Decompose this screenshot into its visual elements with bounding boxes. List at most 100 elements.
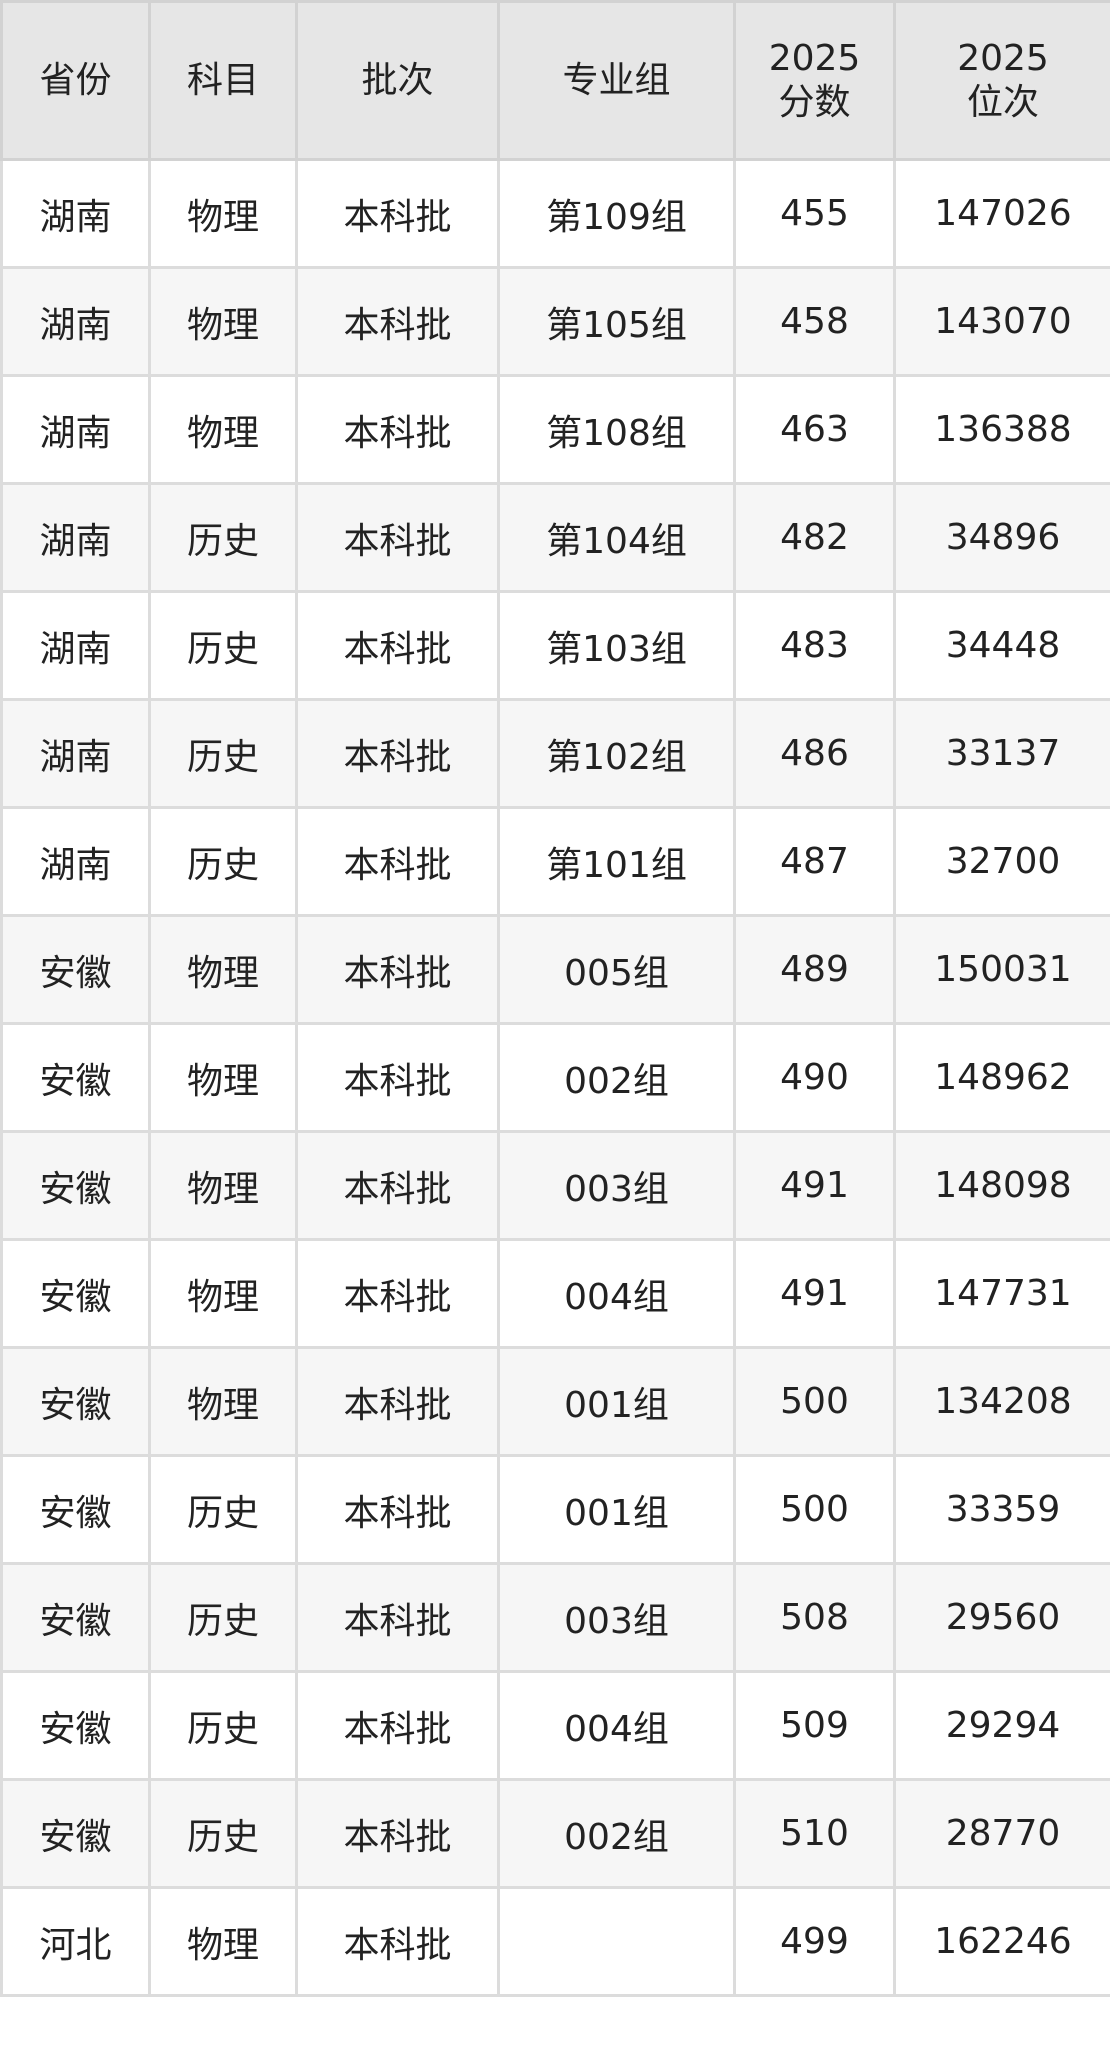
cell-rank-2025: 162246 <box>893 1886 1110 1997</box>
cell-batch: 本科批 <box>295 1238 500 1349</box>
cell-major-group: 005组 <box>497 914 736 1025</box>
cell-batch: 本科批 <box>295 914 500 1025</box>
cell-score-2025: 463 <box>733 374 896 485</box>
cell-batch: 本科批 <box>295 1022 500 1133</box>
header-batch: 批次 <box>295 0 500 161</box>
cell-major-group: 第103组 <box>497 590 736 701</box>
cell-batch: 本科批 <box>295 698 500 809</box>
cell-batch: 本科批 <box>295 1562 500 1673</box>
cell-subject: 历史 <box>148 482 298 593</box>
cell-batch: 本科批 <box>295 1886 500 1997</box>
cell-major-group: 004组 <box>497 1238 736 1349</box>
header-province: 省份 <box>0 0 151 161</box>
cell-score-2025: 491 <box>733 1238 896 1349</box>
cell-province: 安徽 <box>0 1778 151 1889</box>
cell-rank-2025: 34896 <box>893 482 1110 593</box>
table-row: 安徽 历史 本科批 003组 508 29560 <box>0 1562 1110 1673</box>
cell-score-2025: 509 <box>733 1670 896 1781</box>
cell-score-2025: 487 <box>733 806 896 917</box>
cell-score-2025: 499 <box>733 1886 896 1997</box>
table-row: 安徽 历史 本科批 001组 500 33359 <box>0 1454 1110 1565</box>
table-row: 湖南 历史 本科批 第102组 486 33137 <box>0 698 1110 809</box>
cell-rank-2025: 143070 <box>893 266 1110 377</box>
cell-subject: 历史 <box>148 1562 298 1673</box>
header-subject: 科目 <box>148 0 298 161</box>
cell-major-group <box>497 1886 736 1997</box>
cell-batch: 本科批 <box>295 158 500 269</box>
cell-rank-2025: 29560 <box>893 1562 1110 1673</box>
cell-batch: 本科批 <box>295 482 500 593</box>
cell-major-group: 第108组 <box>497 374 736 485</box>
cell-batch: 本科批 <box>295 1346 500 1457</box>
table-row: 安徽 物理 本科批 005组 489 150031 <box>0 914 1110 1025</box>
table-row: 湖南 物理 本科批 第108组 463 136388 <box>0 374 1110 485</box>
score-table: 省份 科目 批次 专业组 2025 分数 2025 位次 湖南 物理 本科批 第109组 455 1… <box>0 0 1110 1997</box>
cell-subject: 历史 <box>148 698 298 809</box>
cell-province: 安徽 <box>0 1022 151 1133</box>
table-row: 河北 物理 本科批 499 162246 <box>0 1886 1110 1997</box>
cell-province: 湖南 <box>0 266 151 377</box>
cell-rank-2025: 34448 <box>893 590 1110 701</box>
cell-subject: 物理 <box>148 1346 298 1457</box>
table-row: 安徽 历史 本科批 002组 510 28770 <box>0 1778 1110 1889</box>
cell-batch: 本科批 <box>295 266 500 377</box>
cell-rank-2025: 33137 <box>893 698 1110 809</box>
cell-rank-2025: 148962 <box>893 1022 1110 1133</box>
cell-subject: 物理 <box>148 1130 298 1241</box>
cell-score-2025: 489 <box>733 914 896 1025</box>
cell-rank-2025: 147731 <box>893 1238 1110 1349</box>
cell-score-2025: 455 <box>733 158 896 269</box>
cell-score-2025: 490 <box>733 1022 896 1133</box>
table-row: 安徽 物理 本科批 002组 490 148962 <box>0 1022 1110 1133</box>
cell-province: 湖南 <box>0 698 151 809</box>
cell-score-2025: 483 <box>733 590 896 701</box>
cell-subject: 物理 <box>148 914 298 1025</box>
cell-major-group: 第101组 <box>497 806 736 917</box>
cell-rank-2025: 32700 <box>893 806 1110 917</box>
table-row: 安徽 历史 本科批 004组 509 29294 <box>0 1670 1110 1781</box>
cell-rank-2025: 148098 <box>893 1130 1110 1241</box>
cell-subject: 物理 <box>148 1886 298 1997</box>
table-row: 湖南 历史 本科批 第101组 487 32700 <box>0 806 1110 917</box>
cell-province: 湖南 <box>0 374 151 485</box>
cell-rank-2025: 150031 <box>893 914 1110 1025</box>
cell-score-2025: 491 <box>733 1130 896 1241</box>
cell-major-group: 002组 <box>497 1778 736 1889</box>
cell-province: 安徽 <box>0 1670 151 1781</box>
cell-province: 安徽 <box>0 1562 151 1673</box>
cell-province: 安徽 <box>0 1238 151 1349</box>
table-body: 湖南 物理 本科批 第109组 455 147026 湖南 物理 本科批 第105组 458 1430… <box>0 158 1110 1997</box>
cell-major-group: 002组 <box>497 1022 736 1133</box>
cell-score-2025: 500 <box>733 1346 896 1457</box>
cell-rank-2025: 28770 <box>893 1778 1110 1889</box>
cell-major-group: 001组 <box>497 1346 736 1457</box>
cell-score-2025: 482 <box>733 482 896 593</box>
cell-subject: 物理 <box>148 1238 298 1349</box>
cell-subject: 物理 <box>148 158 298 269</box>
cell-major-group: 004组 <box>497 1670 736 1781</box>
cell-rank-2025: 136388 <box>893 374 1110 485</box>
table-row: 湖南 物理 本科批 第105组 458 143070 <box>0 266 1110 377</box>
cell-batch: 本科批 <box>295 806 500 917</box>
cell-score-2025: 486 <box>733 698 896 809</box>
table-row: 安徽 物理 本科批 004组 491 147731 <box>0 1238 1110 1349</box>
cell-subject: 历史 <box>148 590 298 701</box>
cell-score-2025: 508 <box>733 1562 896 1673</box>
cell-major-group: 第104组 <box>497 482 736 593</box>
table-row: 湖南 物理 本科批 第109组 455 147026 <box>0 158 1110 269</box>
table-row: 湖南 历史 本科批 第104组 482 34896 <box>0 482 1110 593</box>
cell-province: 河北 <box>0 1886 151 1997</box>
cell-province: 安徽 <box>0 914 151 1025</box>
cell-major-group: 001组 <box>497 1454 736 1565</box>
header-row: 省份 科目 批次 专业组 2025 分数 2025 位次 <box>0 0 1110 161</box>
cell-subject: 历史 <box>148 806 298 917</box>
cell-province: 安徽 <box>0 1454 151 1565</box>
cell-major-group: 003组 <box>497 1562 736 1673</box>
cell-major-group: 003组 <box>497 1130 736 1241</box>
header-score-2025: 2025 分数 <box>733 0 896 161</box>
cell-batch: 本科批 <box>295 374 500 485</box>
cell-province: 湖南 <box>0 806 151 917</box>
cell-score-2025: 458 <box>733 266 896 377</box>
cell-province: 安徽 <box>0 1346 151 1457</box>
cell-rank-2025: 29294 <box>893 1670 1110 1781</box>
